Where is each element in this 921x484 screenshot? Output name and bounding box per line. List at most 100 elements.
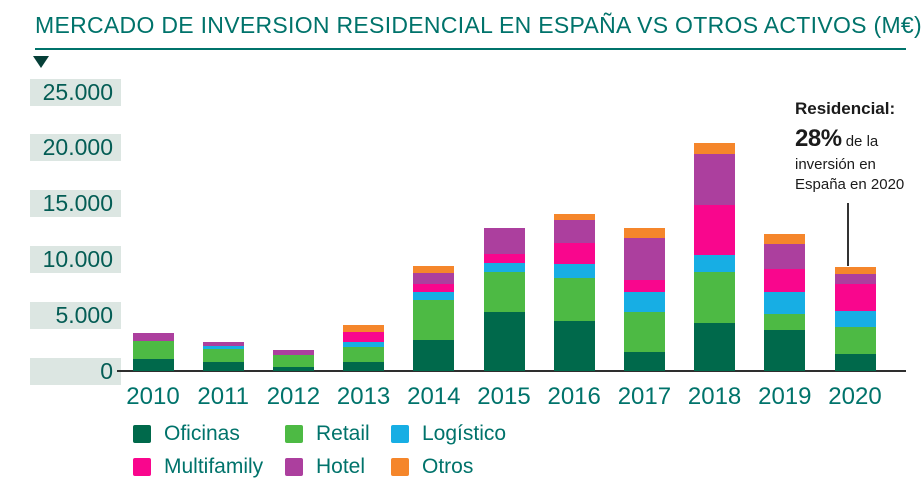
legend-item-Hotel: Hotel bbox=[285, 455, 391, 479]
y-tick-10.000: 10.000 bbox=[30, 245, 121, 273]
legend-label: Retail bbox=[316, 422, 370, 445]
legend-label: Multifamily bbox=[164, 455, 264, 478]
bar-segment-2016-Logístico bbox=[553, 263, 595, 279]
x-tick-2012: 2012 bbox=[266, 383, 321, 410]
bar-segment-2015-Oficinas bbox=[483, 311, 525, 371]
annotation-residencial: Residencial: 28% de la inversión en Espa… bbox=[795, 98, 921, 195]
x-tick-2018: 2018 bbox=[687, 383, 742, 410]
legend-label: Logístico bbox=[422, 422, 507, 445]
bar-segment-2013-Multifamily bbox=[343, 331, 385, 342]
bar-segment-2016-Oficinas bbox=[553, 320, 595, 371]
legend-item-Logístico: Logístico bbox=[391, 422, 506, 446]
chart-legend: Oficinas Retail Logístico Multifamily Hotel O… bbox=[133, 422, 506, 479]
bar-segment-2013-Retail bbox=[343, 347, 385, 363]
y-tick-20.000: 20.000 bbox=[30, 134, 121, 162]
bar-segment-2015-Logístico bbox=[483, 262, 525, 272]
bar-segment-2018-Retail bbox=[694, 272, 736, 323]
bar-segment-2011-Hotel bbox=[202, 341, 244, 346]
bar-segment-2012-Retail bbox=[272, 354, 314, 367]
legend-label: Otros bbox=[422, 455, 474, 478]
bar-segment-2020-Multifamily bbox=[834, 283, 876, 311]
bar-segment-2012-Hotel bbox=[272, 350, 314, 355]
bar-segment-2018-Oficinas bbox=[694, 323, 736, 371]
y-tick-25.000: 25.000 bbox=[30, 78, 121, 106]
bar-segment-2011-Logístico bbox=[202, 345, 244, 350]
bar-segment-2011-Oficinas bbox=[202, 362, 244, 371]
bar-segment-2016-Otros bbox=[553, 213, 595, 220]
x-tick-2020: 2020 bbox=[828, 383, 882, 410]
bar-segment-2014-Hotel bbox=[413, 272, 455, 284]
y-tick-5.000: 5.000 bbox=[30, 301, 121, 329]
bar-segment-2019-Logístico bbox=[764, 292, 806, 315]
bar-segment-2010-Hotel bbox=[132, 333, 174, 341]
legend-label: Oficinas bbox=[164, 422, 240, 445]
bar-segment-2014-Oficinas bbox=[413, 340, 455, 371]
bar-segment-2012-Oficinas bbox=[272, 366, 314, 371]
legend-swatch-icon bbox=[133, 425, 151, 443]
bar-segment-2013-Oficinas bbox=[343, 362, 385, 371]
bar-segment-2015-Hotel bbox=[483, 228, 525, 254]
annotation-heading: Residencial: bbox=[795, 99, 896, 118]
bar-segment-2013-Otros bbox=[343, 324, 385, 332]
bar-segment-2014-Retail bbox=[413, 299, 455, 341]
y-tick-15.000: 15.000 bbox=[30, 190, 121, 218]
legend-swatch-icon bbox=[391, 425, 409, 443]
bar-segment-2015-Retail bbox=[483, 271, 525, 312]
bar-segment-2020-Logístico bbox=[834, 310, 876, 328]
legend-label: Hotel bbox=[316, 455, 366, 478]
legend-swatch-icon bbox=[285, 425, 303, 443]
bar-segment-2019-Hotel bbox=[764, 244, 806, 269]
legend-item-Multifamily: Multifamily bbox=[133, 455, 285, 479]
chart-title: MERCADO DE INVERSION RESIDENCIAL EN ESPA… bbox=[35, 12, 921, 50]
legend-item-Otros: Otros bbox=[391, 455, 506, 479]
bar-segment-2020-Hotel bbox=[834, 273, 876, 284]
legend-swatch-icon bbox=[133, 458, 151, 476]
annotation-callout-line bbox=[847, 203, 849, 266]
x-tick-2010: 2010 bbox=[126, 383, 180, 410]
y-tick-0: 0 bbox=[30, 357, 121, 385]
bar-segment-2017-Hotel bbox=[623, 238, 665, 281]
triangle-marker-icon bbox=[33, 56, 49, 68]
x-tick-2015: 2015 bbox=[477, 383, 531, 410]
legend-item-Oficinas: Oficinas bbox=[133, 422, 285, 446]
bar-segment-2017-Oficinas bbox=[623, 352, 665, 371]
bar-segment-2019-Multifamily bbox=[764, 268, 806, 293]
bar-segment-2017-Retail bbox=[623, 311, 665, 353]
bar-segment-2018-Hotel bbox=[694, 154, 736, 206]
x-tick-2014: 2014 bbox=[407, 383, 461, 410]
legend-item-Retail: Retail bbox=[285, 422, 391, 446]
bar-segment-2015-Multifamily bbox=[483, 253, 525, 263]
bar-segment-2017-Otros bbox=[623, 227, 665, 239]
x-tick-2013: 2013 bbox=[336, 383, 391, 410]
bar-segment-2018-Otros bbox=[694, 143, 736, 155]
bar-segment-2013-Logístico bbox=[343, 341, 385, 347]
bar-segment-2019-Otros bbox=[764, 234, 806, 245]
bar-segment-2010-Oficinas bbox=[132, 359, 174, 371]
bar-segment-2020-Otros bbox=[834, 267, 876, 274]
x-tick-2011: 2011 bbox=[197, 383, 249, 410]
annotation-text-3: España en 2020 bbox=[795, 175, 905, 193]
bar-segment-2020-Retail bbox=[834, 327, 876, 355]
bar-segment-2010-Retail bbox=[132, 340, 174, 360]
annotation-text-1: de la bbox=[845, 133, 879, 151]
bar-segment-2016-Retail bbox=[553, 278, 595, 321]
annotation-percent-line: 28% de la bbox=[795, 123, 921, 155]
bar-segment-2017-Multifamily bbox=[623, 280, 665, 292]
bar-segment-2016-Multifamily bbox=[553, 242, 595, 264]
x-axis-line bbox=[117, 370, 906, 372]
bar-segment-2018-Multifamily bbox=[694, 205, 736, 256]
x-tick-2016: 2016 bbox=[547, 383, 601, 410]
annotation-percent: 28% bbox=[795, 125, 842, 153]
legend-swatch-icon bbox=[285, 458, 303, 476]
bar-segment-2014-Logístico bbox=[413, 291, 455, 300]
bar-segment-2017-Logístico bbox=[623, 291, 665, 312]
bar-segment-2011-Retail bbox=[202, 349, 244, 363]
bar-segment-2019-Oficinas bbox=[764, 330, 806, 371]
annotation-text-2: inversión en bbox=[795, 156, 876, 174]
bar-segment-2014-Otros bbox=[413, 266, 455, 273]
legend-swatch-icon bbox=[391, 458, 409, 476]
bar-segment-2014-Multifamily bbox=[413, 283, 455, 292]
bar-segment-2020-Oficinas bbox=[834, 354, 876, 371]
